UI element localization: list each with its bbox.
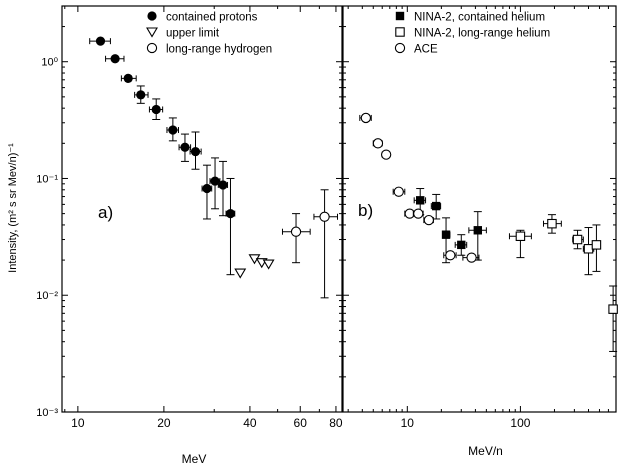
legend-marker (394, 42, 406, 54)
legend-marker (395, 27, 405, 37)
data-point (445, 250, 456, 261)
data-point (381, 149, 392, 160)
series (413, 188, 487, 264)
legend-marker (395, 11, 405, 21)
data-point (319, 211, 330, 222)
y-tick-label: 10⁻¹ (36, 173, 58, 185)
data-point (473, 226, 483, 235)
data-point (413, 208, 424, 219)
data-point (360, 112, 372, 124)
panel-label: b) (358, 201, 373, 220)
x-tick-label: 40 (243, 416, 257, 430)
data-point (95, 36, 106, 46)
data-point (110, 54, 120, 64)
plot-frame (342, 5, 617, 413)
y-tick-label: 10⁰ (41, 57, 58, 69)
data-point (123, 73, 133, 83)
data-point (210, 176, 220, 186)
legend-label: long-range hydrogen (166, 44, 272, 56)
data-point (515, 231, 526, 242)
x-tick-label: 100 (510, 416, 530, 430)
y-axis-label: Intensity, (m² s sr Mev/n)⁻¹ (7, 143, 19, 273)
data-point (583, 244, 594, 254)
data-point (190, 146, 201, 157)
data-point (225, 209, 236, 219)
legend-label: upper limit (166, 28, 220, 40)
data-point (457, 240, 466, 250)
x-tick-label: 10 (71, 416, 85, 430)
data-point (431, 201, 441, 211)
series (89, 36, 236, 276)
legend-marker (146, 27, 158, 38)
x-tick-label: 80 (329, 416, 343, 430)
data-point (180, 142, 190, 152)
data-point (372, 138, 384, 149)
x-tick-label: 60 (294, 416, 308, 430)
series (359, 112, 480, 263)
y-tick-label: 10⁻² (36, 290, 58, 302)
data-point (202, 183, 212, 194)
panel-a: 10⁻³ 10⁻² 10⁻¹ 10⁰ 10 20 40 60 80 MeV a) contained … (36, 5, 343, 466)
data-point (393, 186, 404, 197)
data-point (218, 180, 228, 190)
data-point (423, 214, 434, 226)
data-point (416, 196, 425, 205)
data-point (608, 304, 618, 314)
legend-label: NINA-2, contained helium (414, 12, 545, 24)
x-axis-label: MeV/n (468, 444, 503, 458)
data-point (234, 268, 247, 279)
x-tick-label: 20 (157, 416, 171, 430)
panel-b: 10 100 MeV/n b) NINA-2, contained helium NINA… (342, 5, 618, 458)
data-point (151, 104, 161, 115)
data-point (441, 230, 451, 239)
plot-frame (61, 5, 343, 413)
data-point (572, 234, 583, 245)
legend-label: NINA-2, long-range helium (414, 28, 550, 40)
legend-label: contained protons (166, 12, 258, 24)
series (234, 254, 275, 279)
panel-label: a) (98, 203, 113, 222)
x-tick-label: 10 (401, 416, 415, 430)
legend-marker (146, 42, 158, 54)
data-point (290, 226, 302, 237)
data-point (136, 90, 146, 100)
data-point (262, 259, 275, 270)
data-point (591, 240, 602, 250)
data-point (168, 125, 178, 135)
series (508, 214, 618, 352)
legend-marker (147, 11, 157, 21)
legend-label: ACE (414, 44, 438, 56)
data-point (547, 218, 557, 229)
data-point (466, 252, 477, 263)
x-axis-label: MeV (182, 452, 207, 466)
y-tick-label: 10⁻³ (36, 407, 58, 419)
series (281, 189, 338, 299)
